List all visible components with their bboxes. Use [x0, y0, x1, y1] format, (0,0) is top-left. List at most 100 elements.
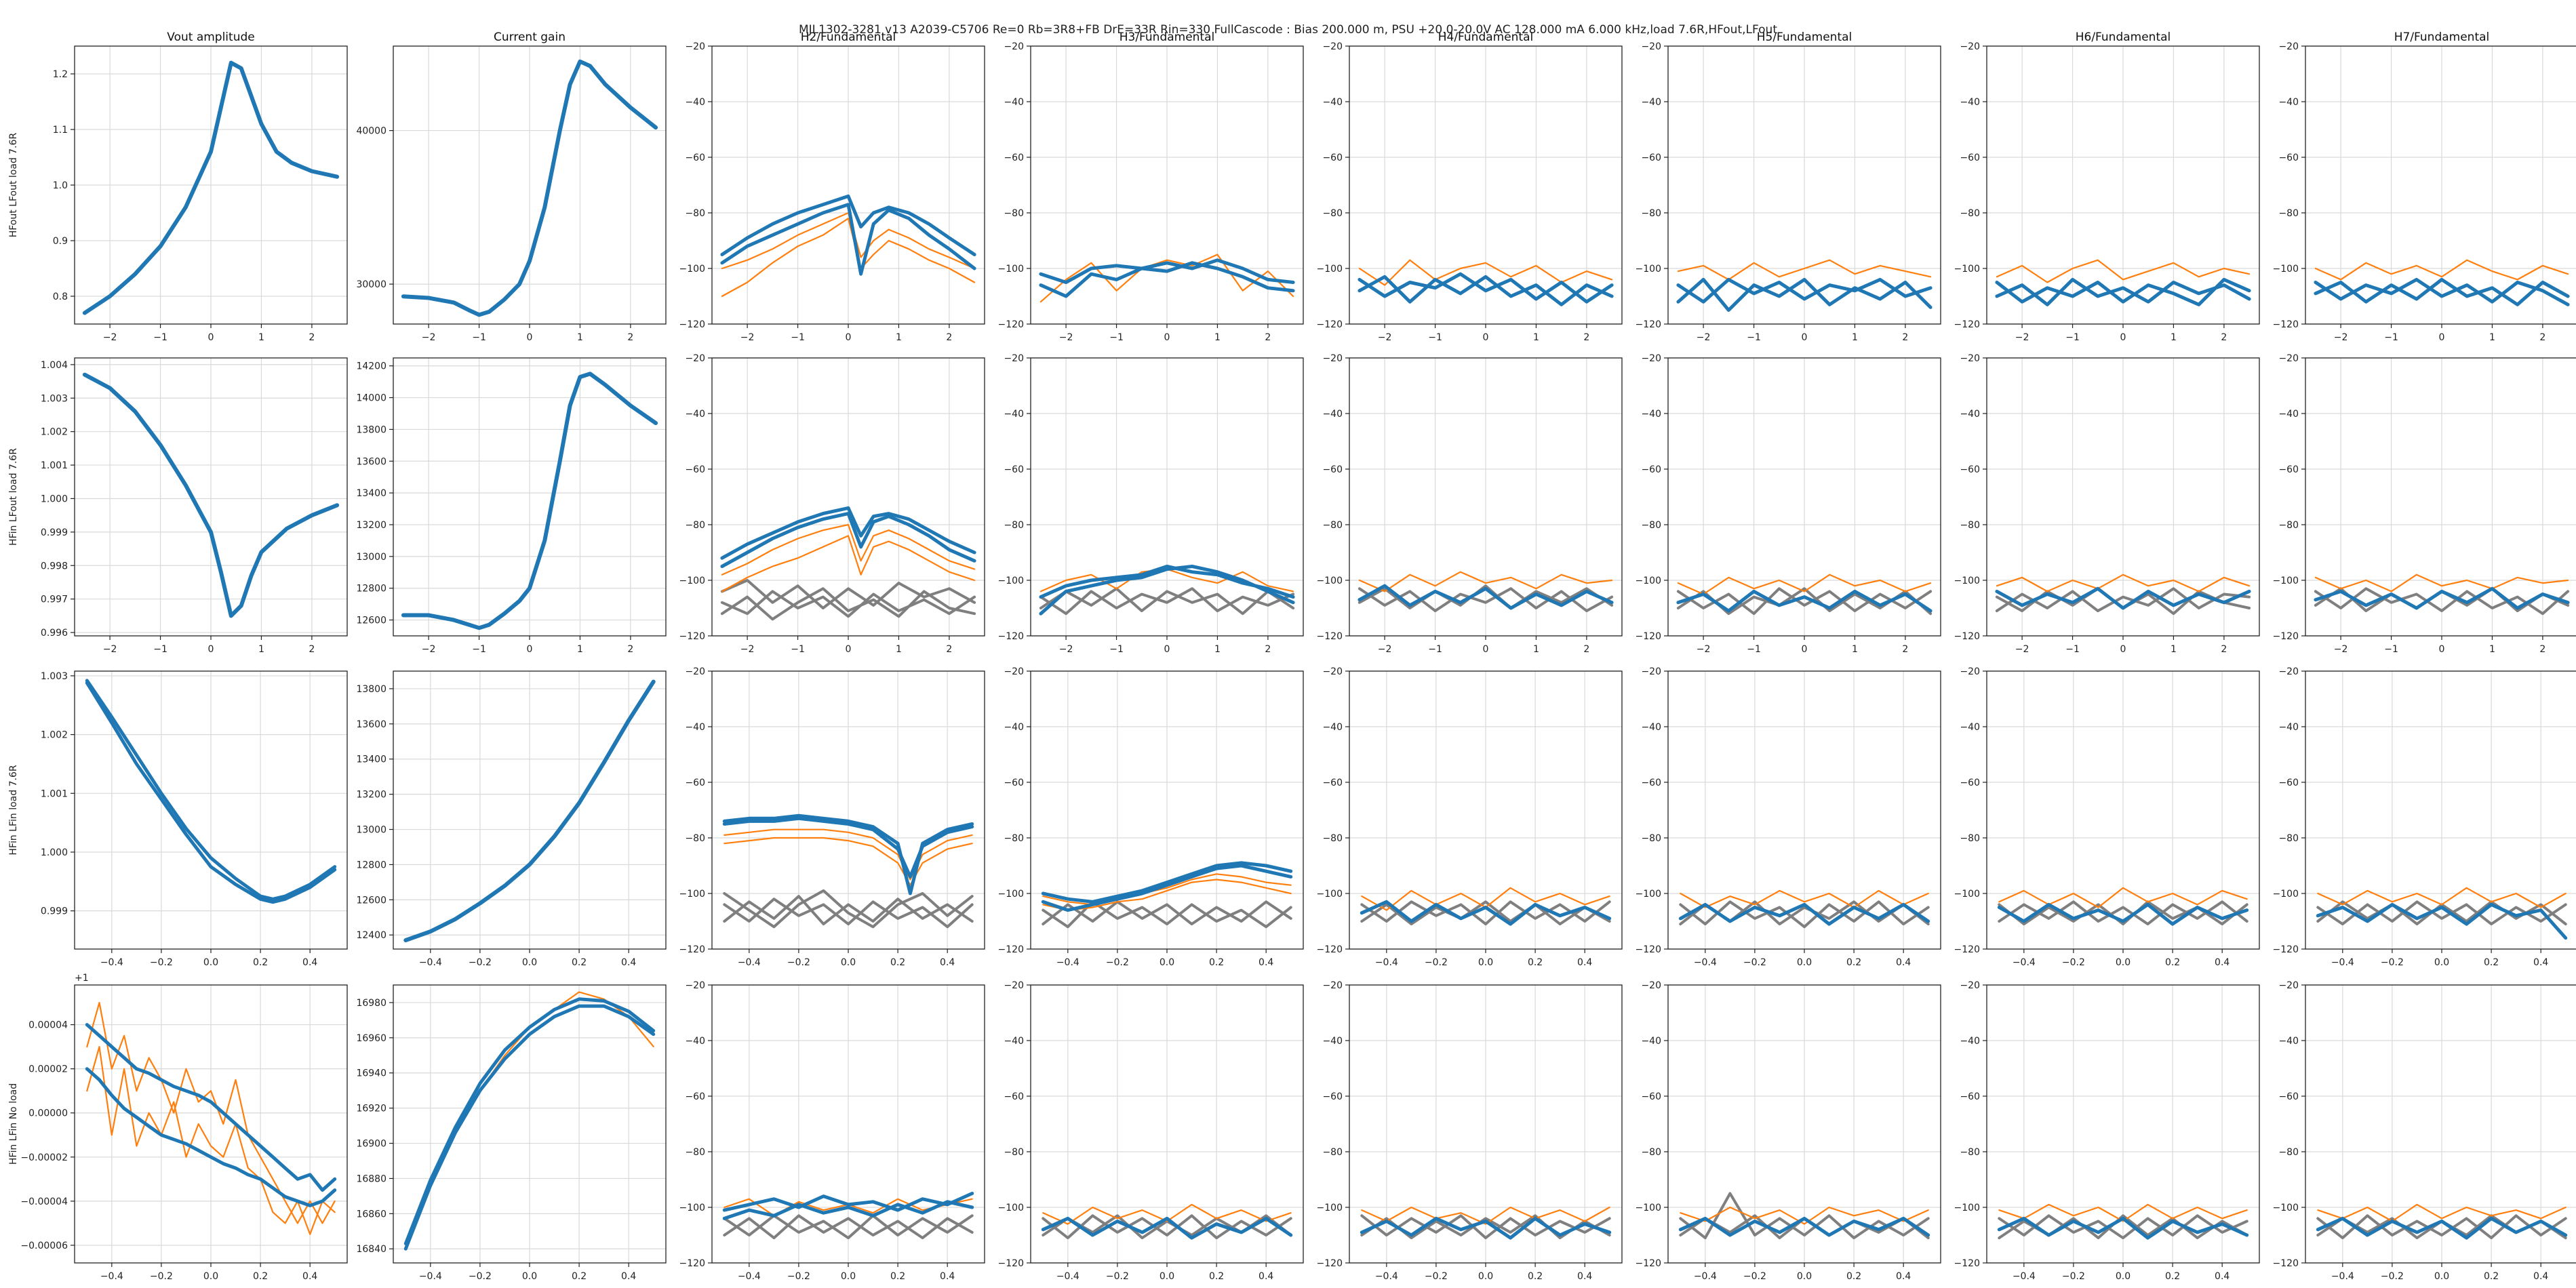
x-tick-label: −0.2 — [150, 957, 173, 968]
series-line-blue-7 — [720, 506, 976, 560]
x-tick-label: −0.4 — [2331, 1271, 2354, 1282]
series-line-orange-2 — [721, 212, 976, 270]
y-tick-label: −60 — [1641, 464, 1661, 475]
y-tick-label: −40 — [685, 1036, 705, 1047]
column-title-4: H3/Fundamental — [1119, 31, 1215, 44]
x-tick-label: 2 — [309, 644, 315, 655]
y-tick-label: 1.004 — [41, 360, 68, 371]
panel-r3-c4: −0.4 −0.2 0.0 0.2 0.4 −120 −100 −80 −60 −40 −20 — [998, 666, 1304, 968]
series-line-blue-4 — [1678, 1216, 1930, 1237]
y-tick-label: 14000 — [356, 393, 387, 404]
y-tick-label: −100 — [679, 576, 705, 586]
x-tick-label: −0.2 — [2381, 957, 2404, 968]
y-tick-label: 16880 — [356, 1173, 387, 1184]
y-tick-label: 13000 — [356, 825, 387, 836]
y-tick-label: −20 — [1960, 980, 1980, 991]
x-tick-label: −0.2 — [1425, 1271, 1448, 1282]
x-tick-label: −1 — [153, 332, 167, 343]
y-tick-label: −120 — [1636, 319, 1661, 330]
x-tick-label: 2 — [2539, 332, 2545, 343]
x-tick-label: −2 — [1378, 332, 1392, 343]
y-tick-label: −100 — [1954, 576, 1980, 586]
panel-r4-c8: −0.4 −0.2 0.0 0.2 0.4 −120 −100 −80 −60 −40 −20 — [2273, 980, 2576, 1282]
y-tick-label: 40000 — [356, 126, 387, 137]
x-tick-label: 0.4 — [1577, 957, 1592, 968]
y-tick-label: 0.997 — [41, 595, 68, 605]
x-tick-label: −1 — [2384, 644, 2398, 655]
y-tick-label: 1.001 — [41, 788, 68, 799]
x-tick-label: 0.4 — [1259, 957, 1273, 968]
y-tick-label: 13400 — [356, 754, 387, 765]
y-tick-label: −120 — [1954, 1258, 1980, 1269]
y-tick-label: −100 — [679, 1203, 705, 1213]
column-title-8: H7/Fundamental — [2394, 31, 2490, 44]
series-line-orange-3 — [1680, 1206, 1929, 1225]
y-tick-label: −80 — [685, 520, 705, 531]
x-tick-label: 0.0 — [522, 957, 537, 968]
y-tick-label: −100 — [1954, 264, 1980, 275]
series-line-orange-3 — [1998, 1203, 2248, 1222]
x-tick-label: 0.0 — [2116, 957, 2131, 968]
x-tick-label: −0.4 — [2331, 957, 2354, 968]
y-tick-label: 1.002 — [41, 730, 68, 741]
column-title-1: Vout amplitude — [167, 31, 254, 44]
y-tick-label: 12800 — [356, 860, 387, 870]
x-tick-label: −0.2 — [1106, 957, 1129, 968]
series-line-blue-4 — [1358, 584, 1614, 610]
y-tick-label: −100 — [998, 576, 1024, 586]
y-tick-label: −20 — [1322, 353, 1343, 364]
x-tick-label: −1 — [472, 644, 486, 655]
x-tick-label: −0.4 — [2013, 1271, 2036, 1282]
y-tick-label: −40 — [1322, 1036, 1343, 1047]
y-tick-label: 13400 — [356, 488, 387, 499]
x-tick-label: 2 — [2221, 332, 2227, 343]
x-tick-label: 0 — [1802, 332, 1808, 343]
y-tick-label: −20 — [1004, 353, 1024, 364]
y-tick-label: −120 — [679, 319, 705, 330]
series-line-blue-4 — [1997, 902, 2249, 926]
x-tick-label: 1 — [2489, 644, 2495, 655]
y-tick-label: −80 — [1641, 520, 1661, 531]
y-tick-label: −120 — [998, 631, 1024, 642]
y-tick-label: −120 — [2273, 944, 2299, 955]
y-tick-label: −0.00006 — [20, 1241, 68, 1251]
x-tick-label: 2 — [946, 644, 952, 655]
panel-r2-c5: −2 −1 0 1 2 −120 −100 −80 −60 −40 −20 — [1317, 353, 1623, 655]
x-tick-label: 1 — [1533, 332, 1539, 343]
series-line-blue-4 — [1678, 902, 1930, 926]
x-tick-label: −1 — [1428, 332, 1442, 343]
series-line-orange-3 — [1996, 573, 2251, 592]
series-line-blue-6 — [722, 813, 974, 895]
y-tick-label: −80 — [2278, 833, 2299, 844]
y-tick-label: −20 — [685, 41, 705, 52]
x-tick-label: 0 — [2120, 332, 2126, 343]
series-line-orange-1 — [1677, 259, 1932, 281]
series-line-blue-4 — [85, 1067, 337, 1207]
x-tick-label: −1 — [791, 332, 805, 343]
panel-r3-c5: −0.4 −0.2 0.0 0.2 0.4 −120 −100 −80 −60 −40 −20 — [1317, 666, 1623, 968]
x-tick-label: 0.4 — [2215, 1271, 2230, 1282]
series-line-blue-4 — [2314, 586, 2570, 610]
series-line-orange-3 — [2317, 887, 2567, 908]
x-tick-label: 0.2 — [1209, 957, 1224, 968]
x-tick-label: −1 — [2065, 332, 2080, 343]
series-line-blue-5 — [1039, 565, 1295, 599]
y-tick-label: −100 — [1636, 576, 1661, 586]
panel-r1-c2: −2 −1 0 1 2 30000 40000 — [356, 45, 667, 343]
y-tick-label: −80 — [1641, 833, 1661, 844]
y-tick-label: −60 — [1004, 778, 1024, 788]
x-tick-label: −1 — [2065, 644, 2080, 655]
panel-r4-c5: −0.4 −0.2 0.0 0.2 0.4 −120 −100 −80 −60 −40 −20 — [1317, 980, 1623, 1282]
y-tick-label: 13200 — [356, 520, 387, 531]
y-tick-label: 1.2 — [53, 69, 68, 80]
y-tick-label: −20 — [1641, 666, 1661, 677]
y-tick-label: −80 — [685, 1147, 705, 1158]
series-line-blue-4 — [1360, 900, 1612, 926]
series-line-blue-3 — [403, 997, 656, 1245]
y-tick-label: 16960 — [356, 1033, 387, 1044]
series-line-blue-3 — [85, 1023, 337, 1192]
x-tick-label: 1 — [258, 332, 264, 343]
x-tick-label: −0.2 — [2062, 957, 2085, 968]
series-line-orange-4 — [721, 535, 976, 592]
y-tick-label: −40 — [1641, 1036, 1661, 1047]
